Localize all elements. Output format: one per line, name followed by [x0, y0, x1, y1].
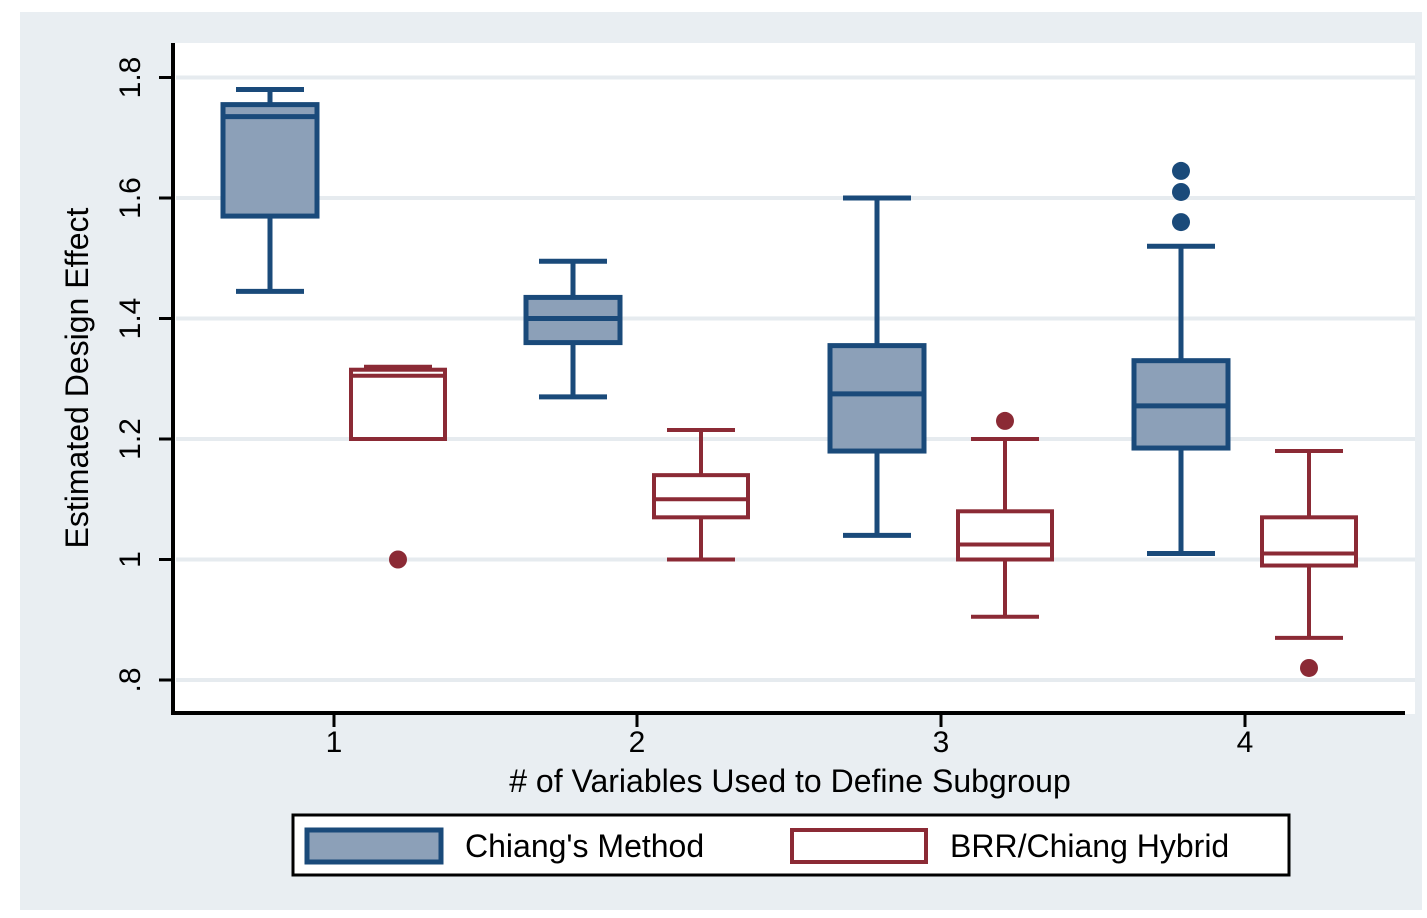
- legend-label-brr-chiang-hybrid: BRR/Chiang Hybrid: [950, 828, 1229, 864]
- legend: Chiang's Method BRR/Chiang Hybrid: [291, 813, 1291, 877]
- box-iqr: [956, 509, 1054, 562]
- x-tick-label: 3: [933, 726, 950, 759]
- x-tick-label: 4: [1237, 726, 1254, 759]
- y-tick-label: 1.4: [114, 298, 147, 340]
- y-tick-label: 1.8: [114, 57, 147, 99]
- y-axis-label: Estimated Design Effect: [59, 207, 95, 548]
- box-group: [956, 411, 1054, 619]
- y-tick-label: 1.6: [114, 177, 147, 219]
- outlier-point: [1172, 213, 1190, 232]
- box-group: [827, 195, 927, 538]
- x-axis-label: # of Variables Used to Define Subgroup: [509, 763, 1071, 799]
- outlier-point: [1172, 182, 1190, 201]
- box-group: [220, 87, 320, 294]
- outlier-point: [1300, 658, 1318, 677]
- box-iqr: [220, 102, 320, 219]
- box-iqr: [652, 473, 750, 520]
- y-axis-ticks: .8 1 1.2 1.4 1.6 1.8: [114, 57, 173, 693]
- box-group: [1131, 161, 1231, 556]
- y-tick-label: 1: [114, 551, 147, 568]
- outlier-point: [1172, 161, 1190, 180]
- box-iqr: [349, 367, 447, 441]
- box-group: [349, 364, 447, 569]
- legend-swatch-chiangs-method: [304, 827, 444, 865]
- outlier-point: [996, 411, 1014, 430]
- y-tick-label: .8: [114, 667, 147, 692]
- box-group: [652, 427, 750, 562]
- y-tick-label: 1.2: [114, 418, 147, 460]
- box-iqr: [827, 343, 927, 454]
- x-tick-label: 2: [629, 726, 646, 759]
- outlier-point: [389, 550, 407, 569]
- legend-swatch-brr-chiang-hybrid: [790, 828, 928, 864]
- x-axis-ticks: 1 2 3 4: [326, 713, 1254, 759]
- box-series: [220, 87, 1358, 677]
- x-tick-label: 1: [326, 726, 343, 759]
- box-iqr: [1260, 515, 1358, 568]
- box-group: [1260, 449, 1358, 677]
- legend-label-chiangs-method: Chiang's Method: [465, 828, 704, 864]
- box-group: [523, 258, 623, 400]
